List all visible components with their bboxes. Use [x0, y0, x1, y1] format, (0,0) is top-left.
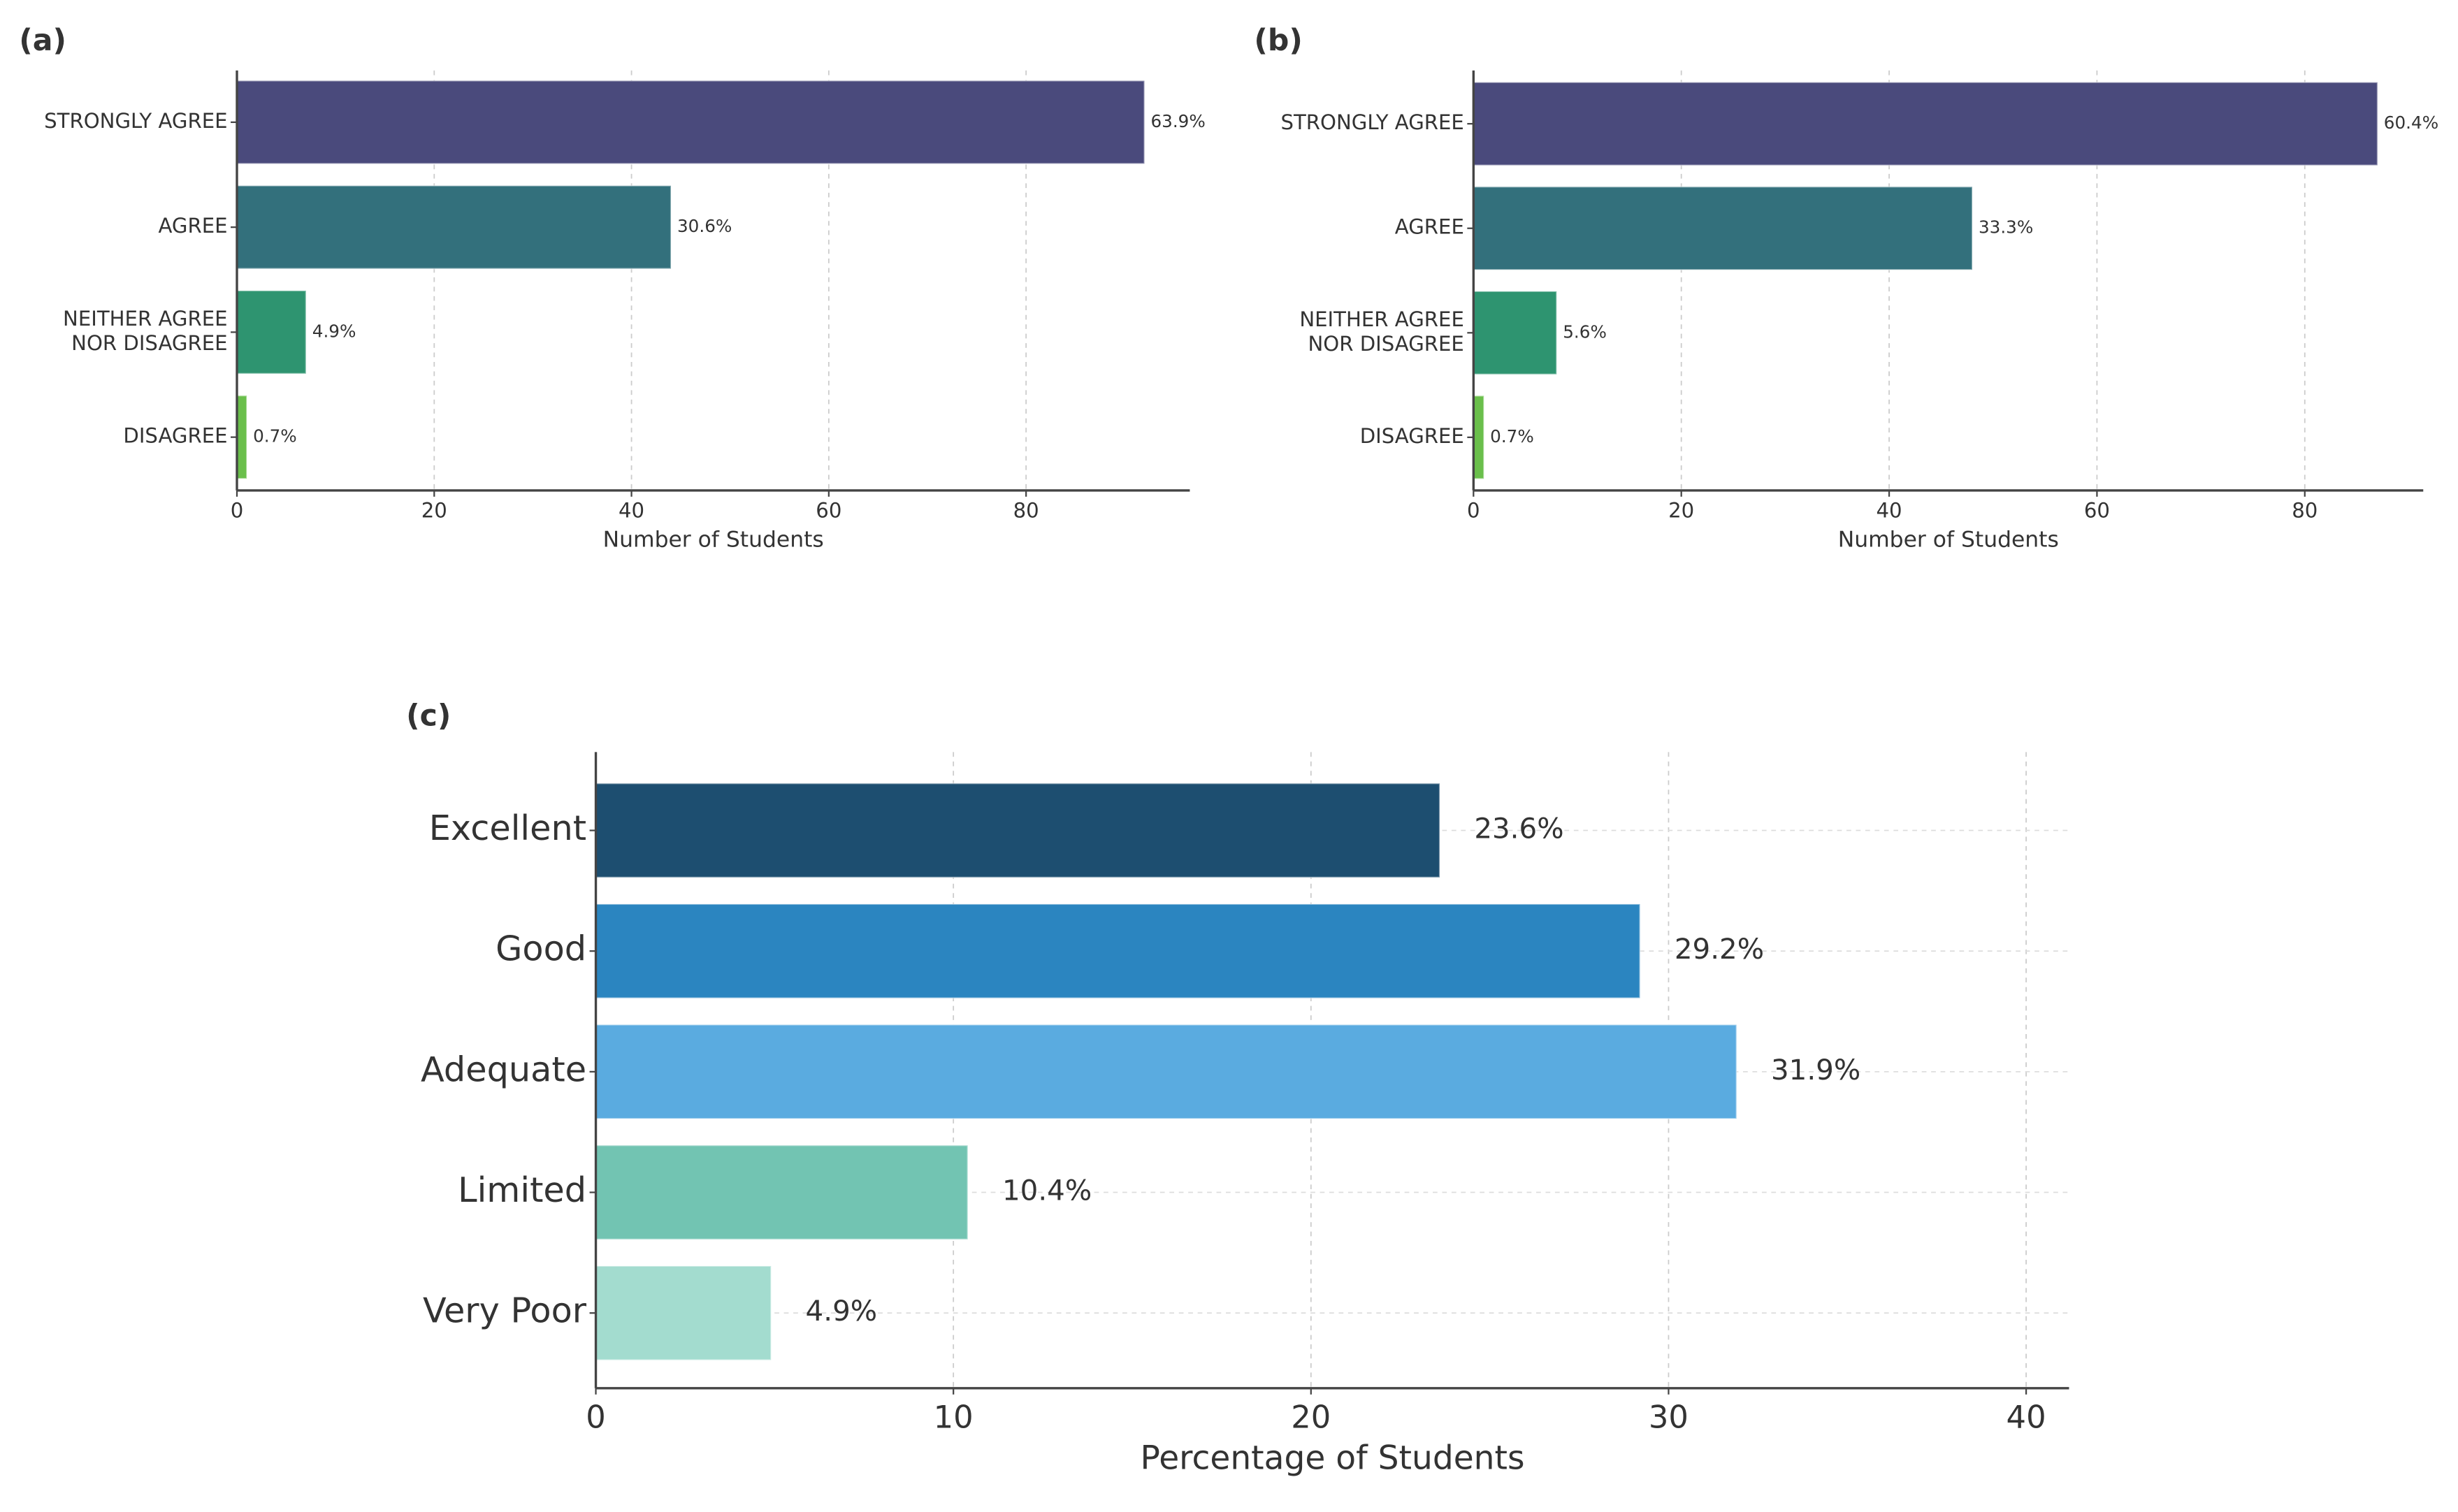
panel-label: (a) [19, 23, 66, 58]
x-tick-label: 80 [2292, 499, 2318, 523]
panel-label: (b) [1254, 23, 1302, 58]
x-tick-label: 40 [619, 499, 644, 523]
bar [595, 1024, 1737, 1120]
bar [236, 80, 1145, 165]
y-tick-label: Good [496, 929, 586, 969]
value-label: 33.3% [1979, 217, 2033, 238]
value-label: 63.9% [1150, 111, 1205, 131]
value-label: 5.6% [1563, 321, 1607, 342]
x-tick-label: 20 [1668, 499, 1694, 523]
value-label: 23.6% [1474, 813, 1563, 845]
y-tick-label: NEITHER AGREE NOR DISAGREE [1299, 307, 1464, 356]
value-label: 4.9% [806, 1295, 878, 1328]
value-label: 29.2% [1675, 933, 1764, 966]
x-axis-title: Number of Students [603, 528, 824, 553]
bar [1473, 290, 1558, 375]
x-axis-title: Percentage of Students [1141, 1439, 1525, 1477]
x-axis-title: Number of Students [1838, 528, 2059, 553]
y-tick-label: AGREE [158, 214, 227, 238]
x-tick-label: 20 [1291, 1399, 1331, 1436]
x-tick-label: 0 [1467, 499, 1480, 523]
x-tick-label: 60 [816, 499, 841, 523]
y-tick-label: Adequate [421, 1049, 586, 1089]
value-label: 60.4% [2384, 112, 2438, 133]
y-tick-label: Limited [458, 1170, 586, 1210]
bar [236, 184, 672, 270]
y-tick-label: NEITHER AGREE NOR DISAGREE [63, 307, 228, 355]
value-label: 0.7% [1490, 426, 1534, 446]
x-tick-label: 60 [2084, 499, 2110, 523]
y-tick-label: Excellent [429, 808, 586, 848]
x-tick-label: 20 [421, 499, 447, 523]
value-label: 31.9% [1771, 1054, 1860, 1086]
y-tick-label: DISAGREE [123, 424, 227, 448]
x-tick-label: 0 [231, 499, 244, 523]
bar [1473, 395, 1485, 480]
x-tick-label: 40 [1877, 499, 1902, 523]
bar [236, 395, 248, 480]
bar [595, 903, 1641, 999]
bar [1473, 81, 2378, 166]
value-label: 0.7% [253, 426, 297, 446]
x-tick-label: 40 [2007, 1399, 2046, 1436]
bar [595, 783, 1441, 878]
x-tick-label: 30 [1649, 1399, 1689, 1436]
x-tick-label: 80 [1013, 499, 1039, 523]
bar [1473, 186, 1974, 271]
y-tick-label: STRONGLY AGREE [44, 109, 227, 133]
bar [595, 1144, 969, 1240]
x-tick-label: 0 [586, 1399, 606, 1436]
y-tick-label: DISAGREE [1360, 424, 1464, 448]
value-label: 4.9% [312, 321, 356, 341]
bar [236, 289, 307, 375]
y-tick-label: Very Poor [423, 1291, 587, 1331]
value-label: 30.6% [677, 216, 732, 236]
value-label: 10.4% [1002, 1175, 1092, 1207]
y-tick-label: AGREE [1395, 215, 1464, 239]
bar [595, 1265, 772, 1361]
panel-label: (c) [406, 699, 451, 734]
y-tick-label: STRONGLY AGREE [1280, 110, 1463, 134]
x-tick-label: 10 [934, 1399, 974, 1436]
